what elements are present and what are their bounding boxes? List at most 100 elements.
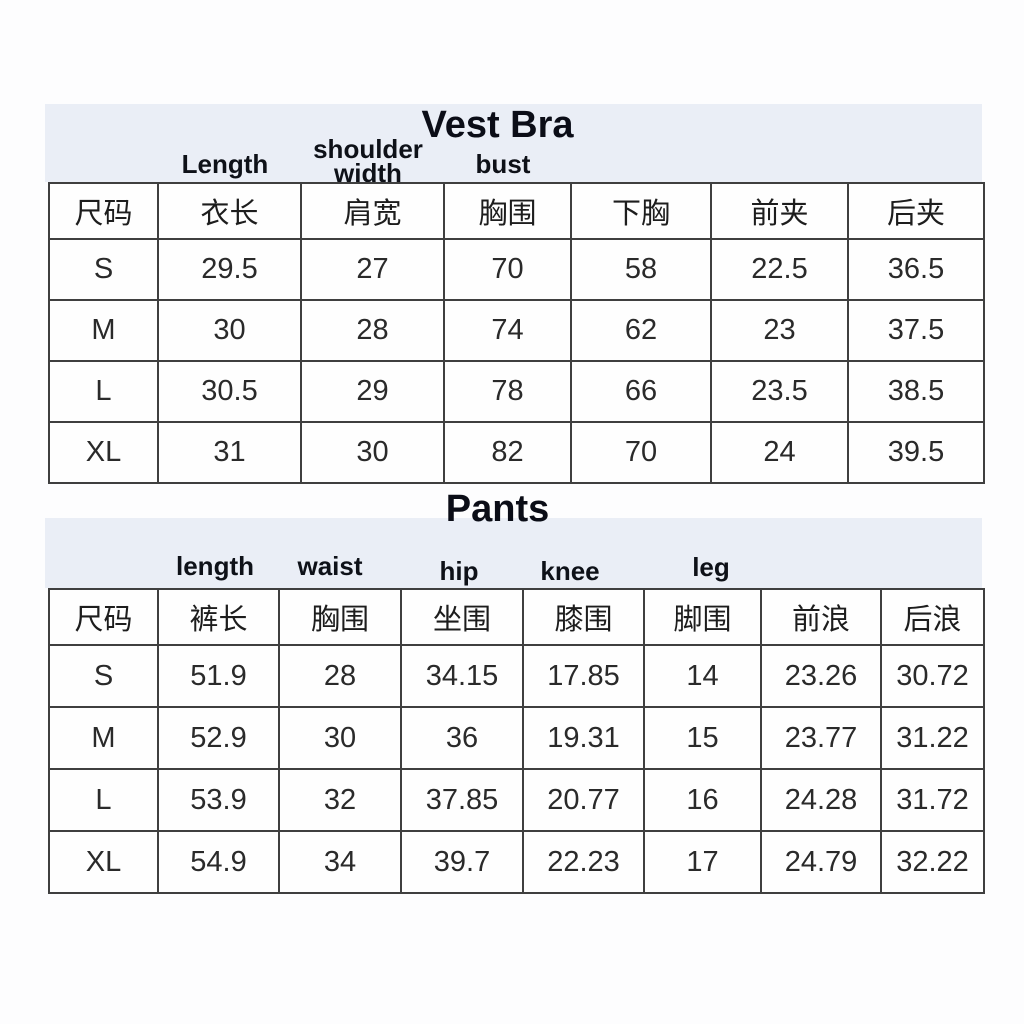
measurement-cell: 29 bbox=[300, 360, 445, 423]
measurement-cell: 31.72 bbox=[880, 768, 985, 832]
column-header: 下胸 bbox=[570, 182, 712, 240]
measurement-cell: 17 bbox=[643, 830, 762, 894]
measurement-cell: 30 bbox=[300, 421, 445, 484]
measurement-cell: 32 bbox=[278, 768, 402, 832]
label-shoulder-width-line1: shoulder bbox=[313, 134, 423, 165]
measurement-cell: 24.28 bbox=[760, 768, 882, 832]
measurement-cell: 34.15 bbox=[400, 644, 524, 708]
size-row-s: S 51.9 28 34.15 17.85 14 23.26 30.72 bbox=[48, 644, 985, 708]
column-header: 尺码 bbox=[48, 182, 159, 240]
size-row-l: L 30.5 29 78 66 23.5 38.5 bbox=[48, 360, 985, 423]
measurement-cell: 31.22 bbox=[880, 706, 985, 770]
pants-header-band: Pants length waist hip knee leg bbox=[45, 490, 982, 588]
label-bust: bust bbox=[475, 149, 531, 179]
size-row-xl: XL 31 30 82 70 24 39.5 bbox=[48, 421, 985, 484]
size-label-cell: M bbox=[48, 706, 159, 770]
column-header: 胸围 bbox=[443, 182, 572, 240]
measurement-cell: 24.79 bbox=[760, 830, 882, 894]
measurement-cell: 82 bbox=[443, 421, 572, 484]
measurement-cell: 31 bbox=[157, 421, 302, 484]
label-length: length bbox=[176, 551, 254, 581]
label-leg: leg bbox=[692, 552, 730, 582]
measurement-cell: 38.5 bbox=[847, 360, 985, 423]
label-knee: knee bbox=[540, 556, 600, 586]
size-row-s: S 29.5 27 70 58 22.5 36.5 bbox=[48, 238, 985, 301]
measurement-cell: 74 bbox=[443, 299, 572, 362]
label-waist: waist bbox=[297, 551, 363, 581]
pants-header-row: 尺码 裤长 胸围 坐围 膝围 脚围 前浪 后浪 bbox=[48, 588, 985, 646]
column-header: 坐围 bbox=[400, 588, 524, 646]
column-header: 前浪 bbox=[760, 588, 882, 646]
measurement-cell: 22.5 bbox=[710, 238, 849, 301]
measurement-cell: 36 bbox=[400, 706, 524, 770]
size-row-m: M 30 28 74 62 23 37.5 bbox=[48, 299, 985, 362]
size-label-cell: L bbox=[48, 360, 159, 423]
vest-bra-header-band: Vest Bra Length shoulder width bust bbox=[45, 104, 982, 188]
measurement-cell: 30.72 bbox=[880, 644, 985, 708]
measurement-cell: 78 bbox=[443, 360, 572, 423]
measurement-cell: 15 bbox=[643, 706, 762, 770]
measurement-cell: 30.5 bbox=[157, 360, 302, 423]
measurement-cell: 23.26 bbox=[760, 644, 882, 708]
vest-bra-size-table: 尺码 衣长 肩宽 胸围 下胸 前夹 后夹 S 29.5 27 70 58 22.… bbox=[48, 182, 985, 484]
size-row-xl: XL 54.9 34 39.7 22.23 17 24.79 32.22 bbox=[48, 830, 985, 894]
measurement-cell: 66 bbox=[570, 360, 712, 423]
measurement-cell: 20.77 bbox=[522, 768, 645, 832]
column-header: 胸围 bbox=[278, 588, 402, 646]
measurement-cell: 27 bbox=[300, 238, 445, 301]
column-header: 裤长 bbox=[157, 588, 280, 646]
label-hip: hip bbox=[439, 556, 479, 586]
column-header: 衣长 bbox=[157, 182, 302, 240]
measurement-cell: 19.31 bbox=[522, 706, 645, 770]
measurement-cell: 22.23 bbox=[522, 830, 645, 894]
size-label-cell: M bbox=[48, 299, 159, 362]
measurement-cell: 53.9 bbox=[157, 768, 280, 832]
measurement-cell: 37.5 bbox=[847, 299, 985, 362]
size-label-cell: XL bbox=[48, 421, 159, 484]
label-length: Length bbox=[181, 149, 269, 179]
measurement-cell: 23.77 bbox=[760, 706, 882, 770]
measurement-cell: 37.85 bbox=[400, 768, 524, 832]
label-shoulder-width-line2: width bbox=[334, 157, 402, 188]
measurement-cell: 58 bbox=[570, 238, 712, 301]
label-shoulder-width: shoulder width bbox=[313, 134, 423, 188]
measurement-cell: 14 bbox=[643, 644, 762, 708]
measurement-cell: 32.22 bbox=[880, 830, 985, 894]
measurement-cell: 28 bbox=[278, 644, 402, 708]
column-header: 肩宽 bbox=[300, 182, 445, 240]
measurement-cell: 23 bbox=[710, 299, 849, 362]
size-label-cell: S bbox=[48, 238, 159, 301]
size-row-l: L 53.9 32 37.85 20.77 16 24.28 31.72 bbox=[48, 768, 985, 832]
column-header: 膝围 bbox=[522, 588, 645, 646]
measurement-cell: 17.85 bbox=[522, 644, 645, 708]
measurement-cell: 34 bbox=[278, 830, 402, 894]
measurement-cell: 54.9 bbox=[157, 830, 280, 894]
measurement-cell: 62 bbox=[570, 299, 712, 362]
measurement-cell: 30 bbox=[157, 299, 302, 362]
size-row-m: M 52.9 30 36 19.31 15 23.77 31.22 bbox=[48, 706, 985, 770]
column-header: 脚围 bbox=[643, 588, 762, 646]
measurement-cell: 29.5 bbox=[157, 238, 302, 301]
measurement-cell: 52.9 bbox=[157, 706, 280, 770]
measurement-cell: 39.7 bbox=[400, 830, 524, 894]
column-header: 尺码 bbox=[48, 588, 159, 646]
size-label-cell: L bbox=[48, 768, 159, 832]
size-label-cell: XL bbox=[48, 830, 159, 894]
measurement-cell: 28 bbox=[300, 299, 445, 362]
vest-header-row: 尺码 衣长 肩宽 胸围 下胸 前夹 后夹 bbox=[48, 182, 985, 240]
vest-bra-title: Vest Bra bbox=[421, 104, 574, 146]
pants-title: Pants bbox=[445, 488, 550, 530]
measurement-cell: 70 bbox=[570, 421, 712, 484]
pants-size-table: 尺码 裤长 胸围 坐围 膝围 脚围 前浪 后浪 S 51.9 28 34.15 … bbox=[48, 588, 985, 894]
size-label-cell: S bbox=[48, 644, 159, 708]
measurement-cell: 70 bbox=[443, 238, 572, 301]
measurement-cell: 16 bbox=[643, 768, 762, 832]
measurement-cell: 24 bbox=[710, 421, 849, 484]
measurement-cell: 51.9 bbox=[157, 644, 280, 708]
measurement-cell: 23.5 bbox=[710, 360, 849, 423]
measurement-cell: 39.5 bbox=[847, 421, 985, 484]
measurement-cell: 36.5 bbox=[847, 238, 985, 301]
column-header: 前夹 bbox=[710, 182, 849, 240]
column-header: 后浪 bbox=[880, 588, 985, 646]
